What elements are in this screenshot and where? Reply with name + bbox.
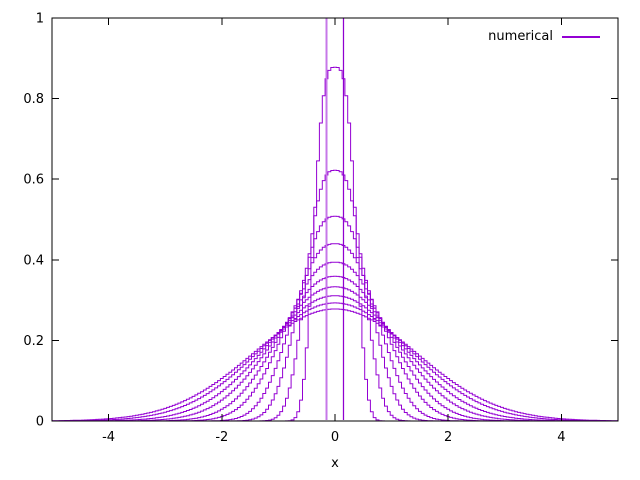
legend: numerical: [488, 29, 600, 44]
y-tick-label: 0.2: [23, 334, 44, 349]
curve-4: [52, 243, 618, 422]
x-axis-title: x: [331, 456, 339, 471]
y-tick-label: 0.6: [23, 173, 44, 188]
legend-line-sample: [562, 35, 600, 38]
x-tick-label: 4: [557, 430, 565, 445]
y-tick-label: 1: [36, 12, 44, 27]
curve-9: [52, 302, 618, 422]
curve-8: [52, 295, 618, 422]
y-tick-label: 0.8: [23, 92, 44, 107]
x-tick-label: -4: [102, 430, 115, 445]
y-tick-label: 0.4: [23, 253, 44, 268]
curve-5: [52, 261, 618, 422]
legend-label: numerical: [488, 29, 553, 44]
x-tick-label: -2: [215, 430, 228, 445]
y-tick-label: 0: [36, 415, 44, 430]
curve-7: [52, 286, 618, 422]
curve-6: [52, 275, 618, 422]
plot-border: [51, 17, 619, 422]
curve-3: [52, 215, 618, 422]
x-tick-label: 0: [331, 430, 339, 445]
curve-10: [52, 308, 618, 422]
x-tick-label: 2: [444, 430, 452, 445]
